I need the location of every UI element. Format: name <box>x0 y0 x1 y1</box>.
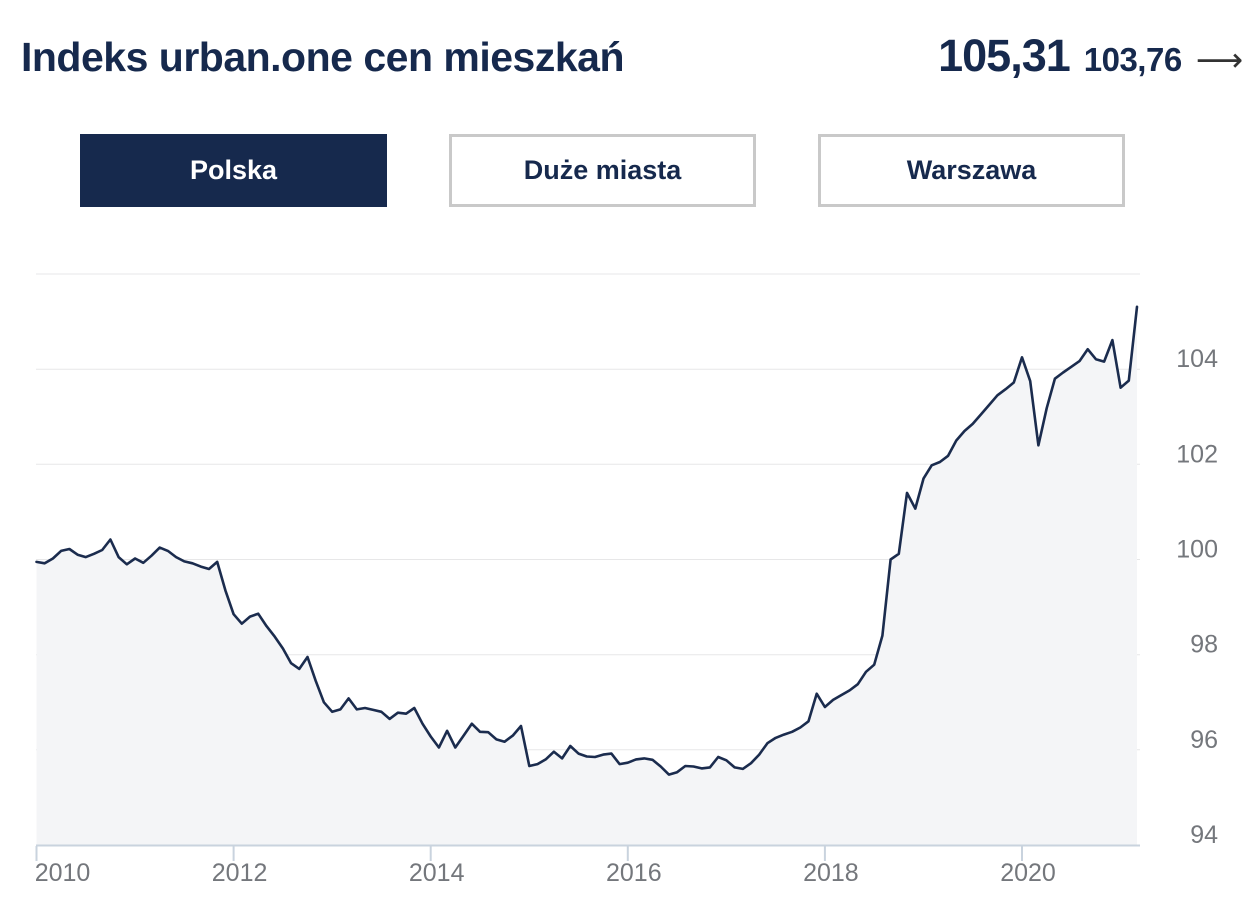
svg-text:2010: 2010 <box>35 859 91 887</box>
current-index-value: 105,31 <box>938 30 1071 81</box>
svg-text:98: 98 <box>1190 631 1218 659</box>
svg-text:2018: 2018 <box>803 859 859 887</box>
svg-text:2014: 2014 <box>409 859 465 887</box>
y-axis-labels: 94 96 98 100 102 104 <box>1176 345 1218 849</box>
tab-polska[interactable]: Polska <box>80 134 387 207</box>
svg-text:100: 100 <box>1176 536 1218 564</box>
region-tabs: Polska Duże miasta Warszawa <box>80 134 1258 207</box>
arrow-right-icon[interactable]: ⟶ <box>1195 40 1243 79</box>
price-index-chart[interactable]: 2010 2012 2014 2016 2018 2020 94 96 98 100 102 104 <box>0 249 1258 911</box>
tab-warszawa[interactable]: Warszawa <box>818 134 1125 207</box>
svg-text:96: 96 <box>1190 726 1218 754</box>
series-line <box>35 305 1139 776</box>
svg-text:2020: 2020 <box>1000 859 1056 887</box>
page-title: Indeks urban.one cen mieszkań <box>21 34 624 80</box>
svg-text:104: 104 <box>1176 345 1218 373</box>
svg-text:2016: 2016 <box>606 859 662 887</box>
chart-area[interactable]: 2010 2012 2014 2016 2018 2020 94 96 98 100 102 104 <box>0 249 1258 911</box>
x-axis-labels: 2010 2012 2014 2016 2018 2020 <box>35 846 1056 887</box>
svg-text:94: 94 <box>1190 821 1218 849</box>
svg-text:2012: 2012 <box>212 859 268 887</box>
svg-text:102: 102 <box>1176 440 1218 468</box>
header: Indeks urban.one cen mieszkań 105,31 103… <box>0 0 1258 82</box>
series-area <box>36 306 1137 845</box>
tab-duze-miasta[interactable]: Duże miasta <box>449 134 756 207</box>
index-values: 105,31 103,76 ⟶ <box>938 30 1243 82</box>
previous-index-value: 103,76 <box>1083 41 1182 78</box>
